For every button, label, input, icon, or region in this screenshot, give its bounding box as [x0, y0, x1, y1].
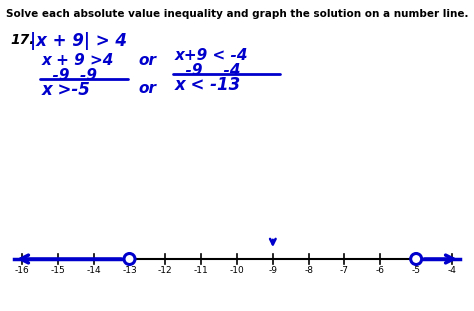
Text: or: or — [138, 53, 156, 68]
Text: -12: -12 — [158, 266, 173, 275]
Text: x >-5: x >-5 — [42, 81, 91, 99]
Text: -5: -5 — [411, 266, 420, 275]
Text: -9    -4: -9 -4 — [175, 63, 240, 78]
Circle shape — [411, 254, 420, 263]
Text: x < -13: x < -13 — [175, 76, 241, 94]
Circle shape — [125, 254, 134, 263]
Text: 17.: 17. — [10, 33, 35, 47]
Text: x+9 < -4: x+9 < -4 — [175, 48, 248, 63]
Text: -9  -9: -9 -9 — [42, 68, 97, 83]
Text: or: or — [138, 81, 156, 96]
Text: -6: -6 — [376, 266, 385, 275]
Text: -14: -14 — [86, 266, 101, 275]
Text: -11: -11 — [194, 266, 209, 275]
Text: -15: -15 — [50, 266, 65, 275]
Text: -9: -9 — [268, 266, 277, 275]
Text: x + 9 >4: x + 9 >4 — [42, 53, 114, 68]
Text: -16: -16 — [15, 266, 29, 275]
Text: |x + 9| > 4: |x + 9| > 4 — [30, 32, 127, 50]
Text: -8: -8 — [304, 266, 313, 275]
Text: -4: -4 — [447, 266, 456, 275]
Text: -7: -7 — [340, 266, 349, 275]
Text: Solve each absolute value inequality and graph the solution on a number line.: Solve each absolute value inequality and… — [6, 9, 468, 19]
Text: -13: -13 — [122, 266, 137, 275]
Text: -10: -10 — [229, 266, 245, 275]
